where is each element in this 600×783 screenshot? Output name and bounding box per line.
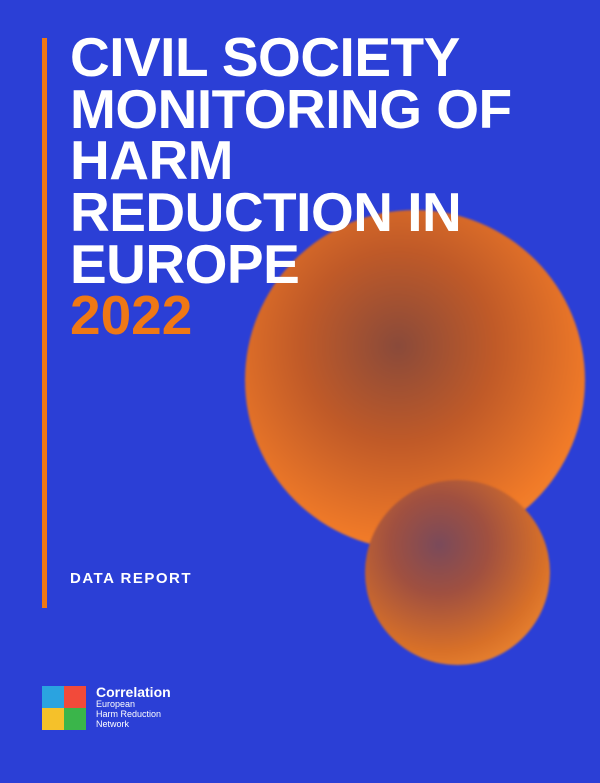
title-line-1: CIVIL SOCIETY — [70, 32, 550, 84]
logo-icon — [42, 686, 86, 730]
subtitle: DATA REPORT — [70, 570, 192, 587]
logo-square-bl — [42, 708, 64, 730]
report-cover: CIVIL SOCIETY MONITORING OF HARM REDUCTI… — [0, 0, 600, 783]
logo-text: Correlation European Harm Reduction Netw… — [96, 685, 171, 730]
logo-square-tl — [42, 686, 64, 708]
title-line-4: REDUCTION IN — [70, 187, 550, 239]
logo-square-br — [64, 708, 86, 730]
title-line-2: MONITORING OF — [70, 84, 550, 136]
title-line-5: EUROPE — [70, 239, 550, 291]
decorative-circle-small — [365, 480, 550, 665]
logo-tagline-3: Network — [96, 720, 171, 730]
logo-square-tr — [64, 686, 86, 708]
title-block: CIVIL SOCIETY MONITORING OF HARM REDUCTI… — [70, 32, 550, 342]
title-line-3: HARM — [70, 135, 550, 187]
accent-vertical-line — [42, 38, 47, 608]
title-year: 2022 — [70, 290, 550, 342]
correlation-logo: Correlation European Harm Reduction Netw… — [42, 685, 171, 730]
logo-name: Correlation — [96, 685, 171, 700]
